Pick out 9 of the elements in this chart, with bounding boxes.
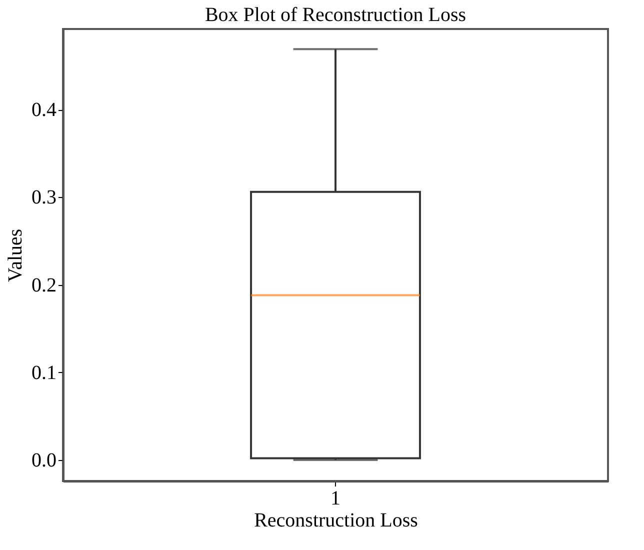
chart-title: Box Plot of Reconstruction Loss [204,4,466,26]
x-tick-label: 1 [330,488,340,510]
y-tick-label: 0.2 [32,274,56,296]
x-axis-title: Reconstruction Loss [254,510,418,532]
y-tick-label: 0.1 [32,362,56,384]
y-tick-label: 0.4 [32,99,56,122]
y-tick-label: 0.0 [32,449,56,472]
y-axis-title: Values [4,228,26,282]
y-tick-label: 0.3 [32,186,56,209]
